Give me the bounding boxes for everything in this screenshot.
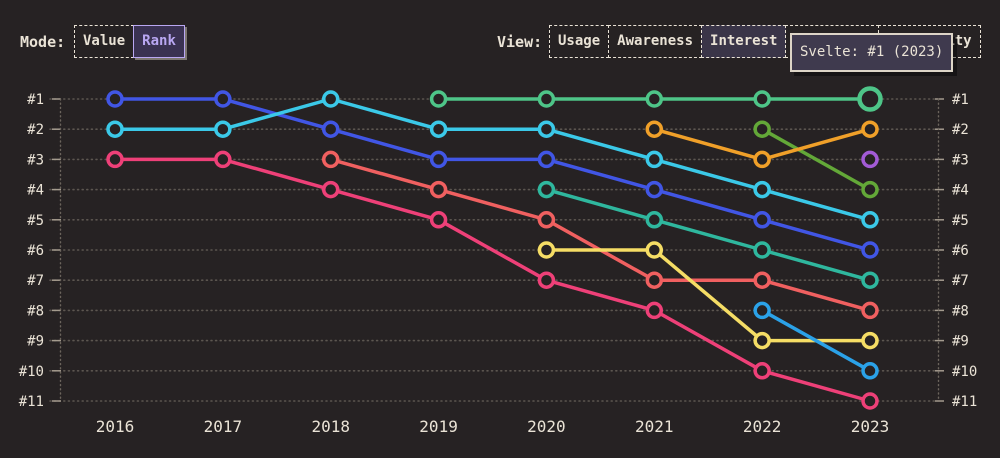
data-point-green-svelte-2019[interactable] xyxy=(429,90,448,108)
y-axis-label-left: #7 xyxy=(27,273,44,289)
data-point-pink-2022[interactable] xyxy=(753,362,771,380)
y-axis-label-left: #9 xyxy=(27,334,44,350)
data-point-yellow-2023[interactable] xyxy=(861,331,879,350)
data-point-cyan-2023[interactable] xyxy=(861,211,879,229)
y-axis-label-left: #6 xyxy=(27,243,44,259)
data-point-cyan-2016[interactable] xyxy=(106,120,124,138)
series-line-salmon xyxy=(328,157,872,313)
y-axis-label-left: #8 xyxy=(27,303,44,319)
x-axis-label: 2020 xyxy=(527,417,566,436)
data-point-teal-2020[interactable] xyxy=(537,180,556,199)
view-label: View: xyxy=(497,33,543,51)
series-line-blue xyxy=(113,97,872,252)
y-axis-label-right: #6 xyxy=(952,243,969,259)
y-axis-label-left: #3 xyxy=(27,152,44,168)
data-point-pink-2019[interactable] xyxy=(429,211,448,229)
data-point-blue-2016[interactable] xyxy=(106,90,124,108)
data-point-blue-2019[interactable] xyxy=(429,150,448,169)
x-axis-label: 2018 xyxy=(311,417,350,436)
chart-tooltip-text: Svelte: #1 (2023) xyxy=(800,44,944,60)
y-axis-label-right: #7 xyxy=(952,273,969,289)
x-axis-label: 2019 xyxy=(419,417,458,436)
mode-label: Mode: xyxy=(20,33,66,51)
data-point-sky-2022[interactable] xyxy=(753,301,771,320)
data-point-salmon-2018[interactable] xyxy=(321,150,340,169)
data-point-blue-2018[interactable] xyxy=(321,120,340,138)
data-point-cyan-2019[interactable] xyxy=(429,120,448,138)
x-axis-label: 2017 xyxy=(204,417,243,436)
data-point-pink-2020[interactable] xyxy=(537,271,556,289)
x-axis-label: 2022 xyxy=(743,417,782,436)
x-axis-label: 2021 xyxy=(635,417,674,436)
data-point-teal-2021[interactable] xyxy=(645,211,664,229)
series-line-pink xyxy=(113,157,872,403)
y-axis-label-right: #5 xyxy=(952,213,969,229)
data-point-salmon-2023[interactable] xyxy=(861,301,879,320)
data-point-green-svelte-2021[interactable] xyxy=(645,90,664,108)
data-point-lime-2022[interactable] xyxy=(753,120,771,138)
data-point-cyan-2017[interactable] xyxy=(214,120,232,138)
y-axis-label-left: #10 xyxy=(19,364,44,380)
y-axis-label-right: #11 xyxy=(952,394,977,410)
data-point-salmon-2022[interactable] xyxy=(753,271,771,289)
series-line-sky xyxy=(760,308,872,373)
series-line-teal xyxy=(544,187,872,282)
data-point-salmon-2020[interactable] xyxy=(537,211,556,229)
data-point-pink-2021[interactable] xyxy=(645,301,664,320)
series-line-lime xyxy=(760,127,872,192)
y-axis-label-right: #1 xyxy=(952,92,969,108)
y-axis-label-left: #5 xyxy=(27,213,44,229)
data-point-green-svelte-2022[interactable] xyxy=(753,90,771,108)
data-point-teal-2023[interactable] xyxy=(861,271,879,289)
data-point-blue-2023[interactable] xyxy=(861,241,879,259)
y-axis-label-left: #11 xyxy=(19,394,44,410)
y-axis-label-right: #9 xyxy=(952,334,969,350)
data-point-amber-2023[interactable] xyxy=(861,120,879,138)
data-point-pink-2017[interactable] xyxy=(214,150,232,169)
data-point-lime-2023[interactable] xyxy=(861,180,879,199)
data-point-green-svelte-2023[interactable] xyxy=(857,86,883,112)
y-axis-label-left: #2 xyxy=(27,122,44,138)
data-point-amber-2021[interactable] xyxy=(645,120,664,138)
y-axis-label-left: #4 xyxy=(27,183,44,199)
data-point-yellow-2021[interactable] xyxy=(645,241,664,259)
y-axis-label-right: #8 xyxy=(952,303,969,319)
chart-tooltip: Svelte: #1 (2023) xyxy=(790,33,954,72)
mode-rank-button[interactable]: Rank xyxy=(133,25,185,58)
data-point-cyan-2021[interactable] xyxy=(645,150,664,169)
data-point-teal-2022[interactable] xyxy=(753,241,771,259)
data-point-pink-2023[interactable] xyxy=(861,392,879,410)
x-axis-label: 2023 xyxy=(851,417,890,436)
y-axis-label-right: #2 xyxy=(952,122,969,138)
data-point-blue-2021[interactable] xyxy=(645,180,664,199)
data-point-cyan-2018[interactable] xyxy=(321,90,340,108)
data-point-pink-2018[interactable] xyxy=(321,180,340,199)
data-point-yellow-2020[interactable] xyxy=(537,241,556,259)
data-point-cyan-2020[interactable] xyxy=(537,120,556,138)
series-line-cyan xyxy=(113,97,872,222)
y-axis-label-right: #4 xyxy=(952,183,969,199)
y-axis-label-left: #1 xyxy=(27,92,44,108)
data-point-amber-2022[interactable] xyxy=(753,150,771,169)
data-point-green-svelte-2020[interactable] xyxy=(537,90,556,108)
data-point-salmon-2021[interactable] xyxy=(645,271,664,289)
data-point-cyan-2022[interactable] xyxy=(753,180,771,199)
y-axis-label-right: #10 xyxy=(952,364,977,380)
data-point-pink-2016[interactable] xyxy=(106,150,124,169)
data-point-purple-2023[interactable] xyxy=(861,150,879,169)
data-point-blue-2020[interactable] xyxy=(537,150,556,169)
data-point-blue-2022[interactable] xyxy=(753,211,771,229)
mode-button-group: Value Rank xyxy=(74,25,185,58)
data-point-blue-2017[interactable] xyxy=(214,90,232,108)
data-point-salmon-2019[interactable] xyxy=(429,180,448,199)
y-axis-label-right: #3 xyxy=(952,152,969,168)
data-point-sky-2023[interactable] xyxy=(861,362,879,380)
data-point-yellow-2022[interactable] xyxy=(753,331,771,350)
x-axis-label: 2016 xyxy=(96,417,135,436)
